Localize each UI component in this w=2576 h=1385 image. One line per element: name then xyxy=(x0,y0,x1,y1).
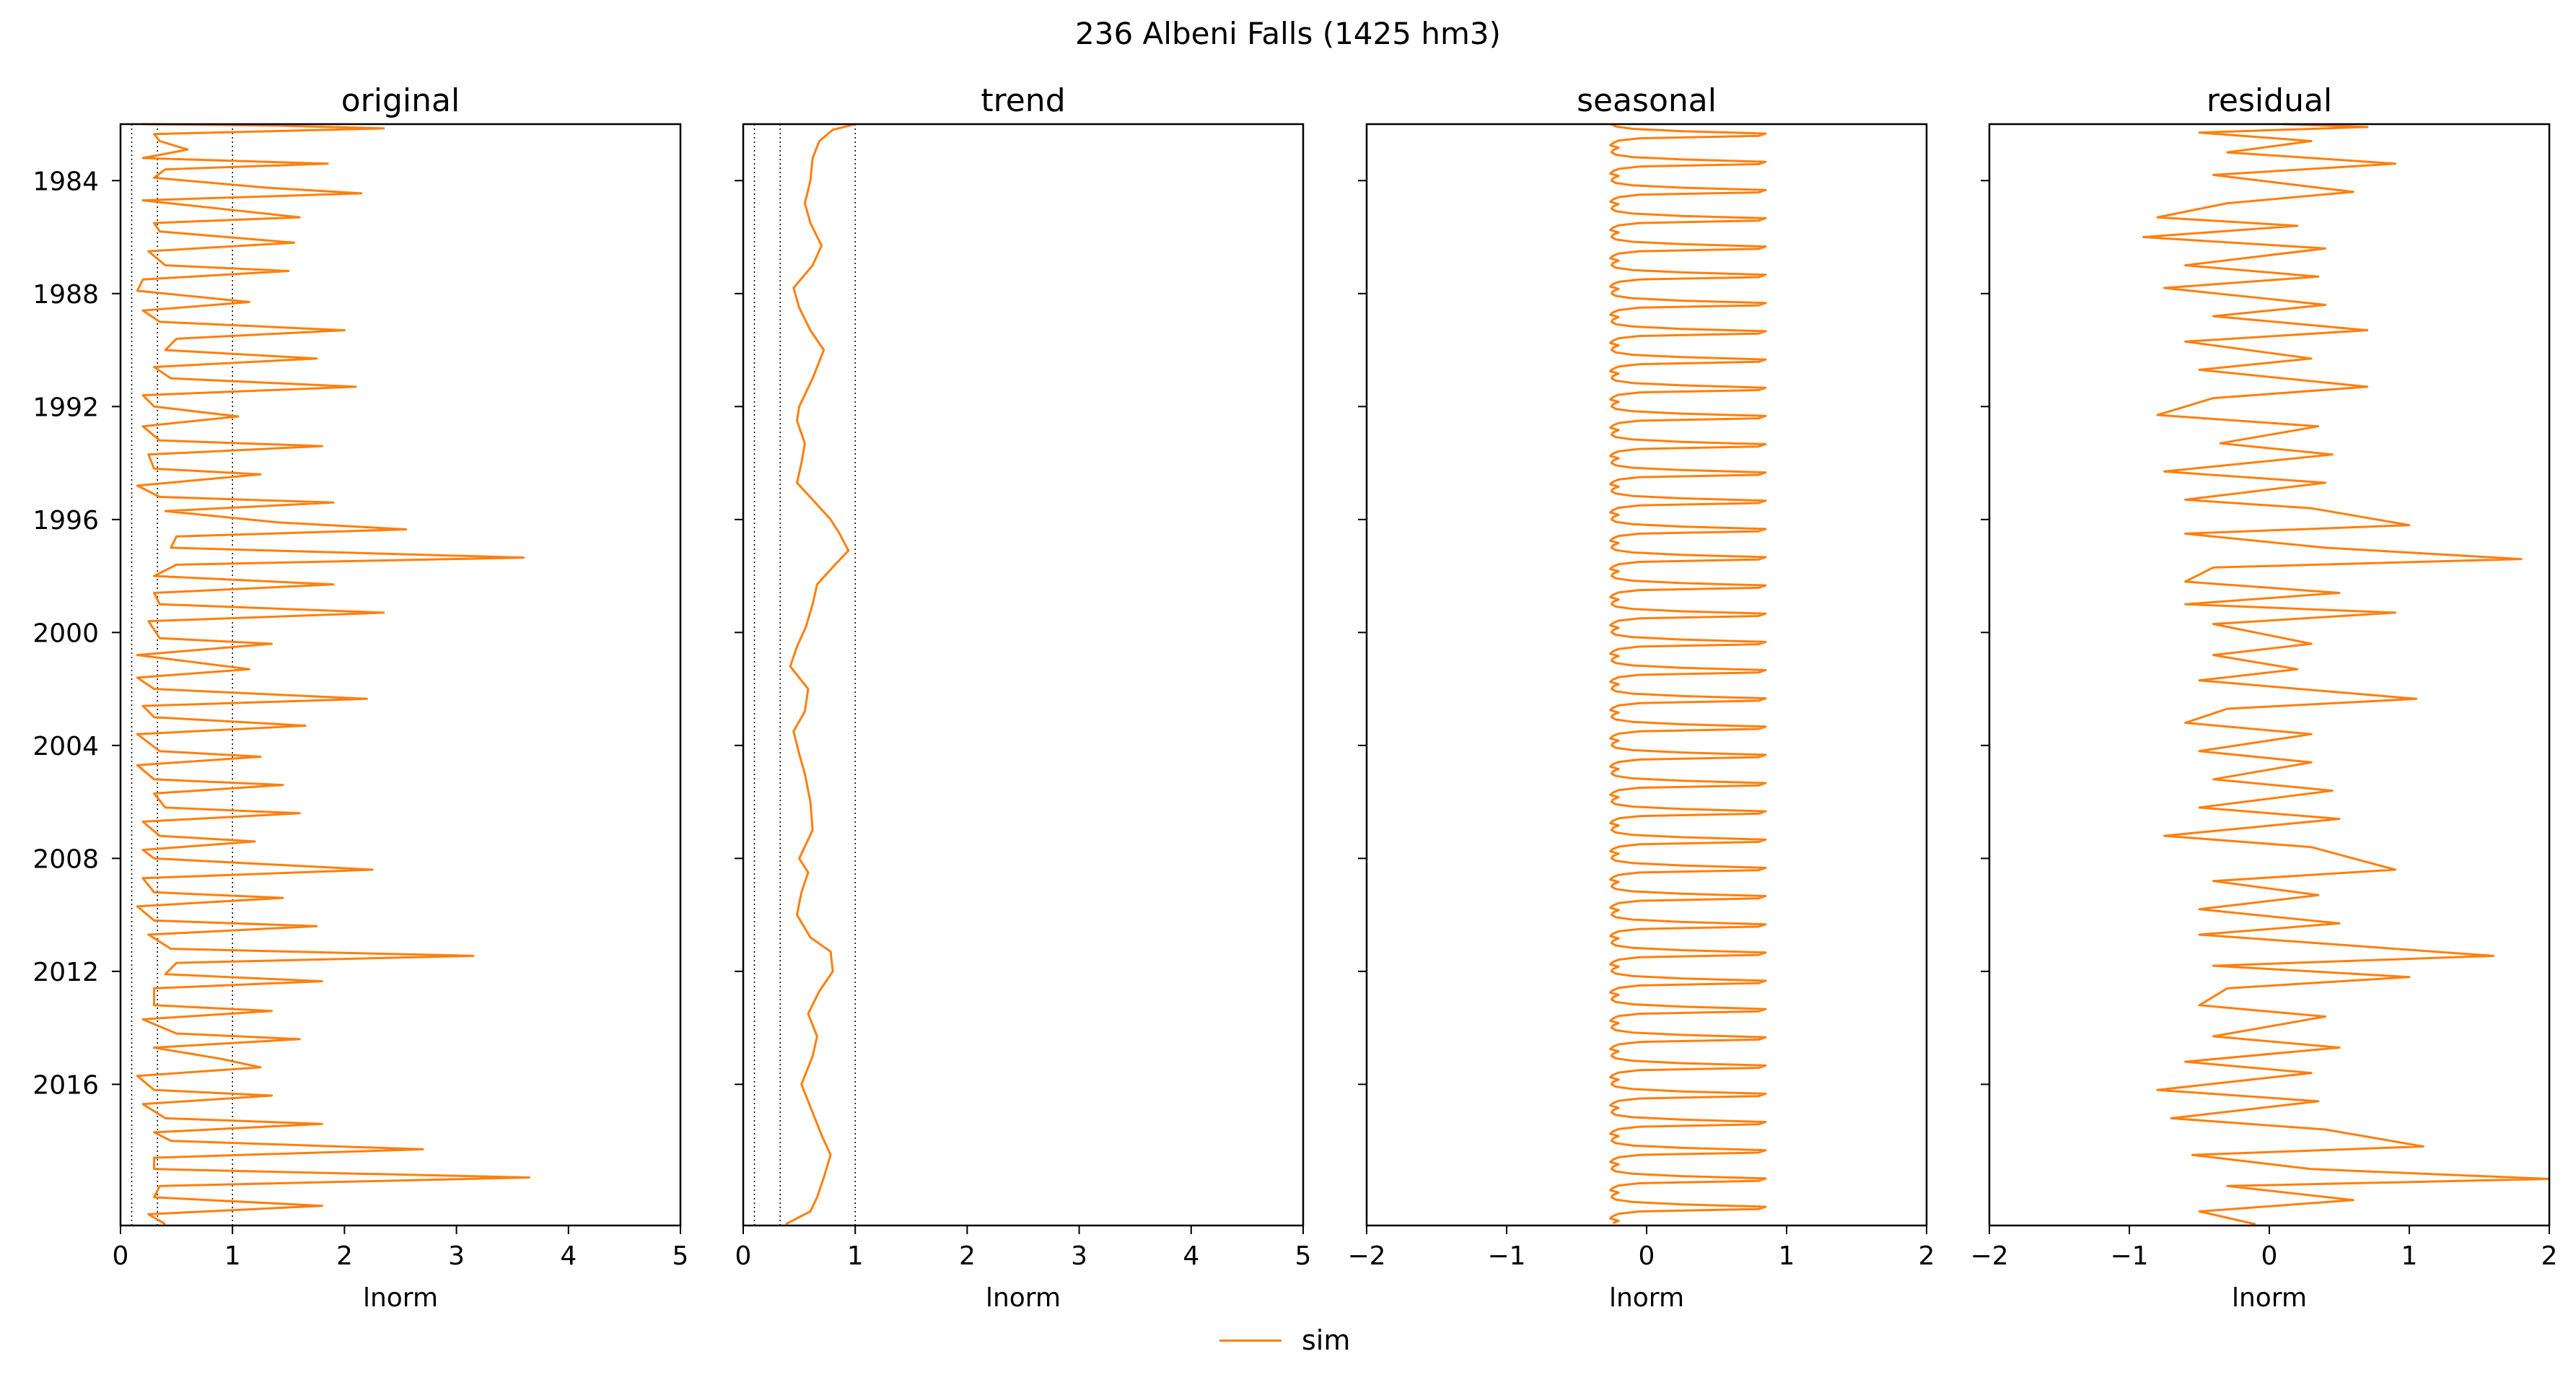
panel-seasonal: −2 −1 0 1 2 seasonal lnorm xyxy=(1347,82,1935,1313)
x-tick-label: 0 xyxy=(735,1241,752,1271)
x-axis-label: lnorm xyxy=(363,1283,438,1313)
x-tick-label: −1 xyxy=(2110,1241,2148,1271)
x-tick-label: 1 xyxy=(847,1241,864,1271)
legend-swatch-sim xyxy=(1219,1339,1282,1342)
panel-title: trend xyxy=(981,82,1065,119)
x-tick-label: 1 xyxy=(2401,1241,2418,1271)
x-tick-label: 0 xyxy=(2261,1241,2278,1271)
series-line-sim xyxy=(1609,123,1767,1225)
panel-title: original xyxy=(341,82,460,119)
series-line-sim xyxy=(785,123,856,1225)
x-axis-label: lnorm xyxy=(986,1283,1061,1313)
x-tick-label: 3 xyxy=(448,1241,465,1271)
panel-trend: 0 1 2 3 4 5 trend lnorm xyxy=(735,82,1311,1313)
x-tick-label: 3 xyxy=(1071,1241,1087,1271)
axes-frame xyxy=(1988,123,2551,1227)
y-tick-label: 1996 xyxy=(32,506,99,536)
x-tick-label: 2 xyxy=(1919,1241,1935,1271)
x-tick-label: −2 xyxy=(1347,1241,1385,1271)
x-tick-label: 1 xyxy=(1779,1241,1795,1271)
series-line-sim xyxy=(2142,123,2551,1225)
x-tick-label: 0 xyxy=(113,1241,129,1271)
y-tick-label: 2000 xyxy=(32,619,99,648)
x-tick-label: 0 xyxy=(1639,1241,1655,1271)
y-tick-label: 2004 xyxy=(32,732,99,761)
y-tick-label: 2012 xyxy=(32,958,99,987)
y-tick-label: 1988 xyxy=(32,280,99,310)
x-tick-label: −2 xyxy=(1970,1241,2008,1271)
x-axis-label: lnorm xyxy=(1609,1283,1684,1313)
y-tick-label: 1984 xyxy=(32,167,99,196)
y-tick-label: 2008 xyxy=(32,844,99,874)
series-line-sim xyxy=(136,123,530,1225)
panel-residual: −2 −1 0 1 2 residual lnorm xyxy=(1970,82,2557,1313)
x-tick-label: 4 xyxy=(560,1241,577,1271)
x-tick-label: 4 xyxy=(1183,1241,1199,1271)
x-tick-label: 2 xyxy=(959,1241,976,1271)
axes-frame xyxy=(742,123,1305,1227)
x-tick-label: 5 xyxy=(673,1241,689,1271)
panel-title: residual xyxy=(2207,82,2332,119)
panel-original: 0 1 2 3 4 5 1984 1988 1992 1996 2000 2004 2008 2012 20… xyxy=(32,82,688,1313)
axes-frame xyxy=(119,123,682,1227)
legend-label-sim: sim xyxy=(1302,1324,1351,1356)
x-tick-label: −1 xyxy=(1487,1241,1525,1271)
panel-title: seasonal xyxy=(1577,82,1717,119)
x-tick-label: 2 xyxy=(336,1241,353,1271)
x-tick-label: 5 xyxy=(1295,1241,1312,1271)
legend: sim xyxy=(1219,1322,1350,1358)
y-tick-label: 1992 xyxy=(32,393,99,422)
figure-title: 236 Albeni Falls (1425 hm3) xyxy=(1075,16,1501,51)
y-tick-label: 2016 xyxy=(32,1070,99,1100)
x-tick-label: 2 xyxy=(2541,1241,2558,1271)
x-axis-label: lnorm xyxy=(2232,1283,2307,1313)
x-tick-label: 1 xyxy=(224,1241,241,1271)
